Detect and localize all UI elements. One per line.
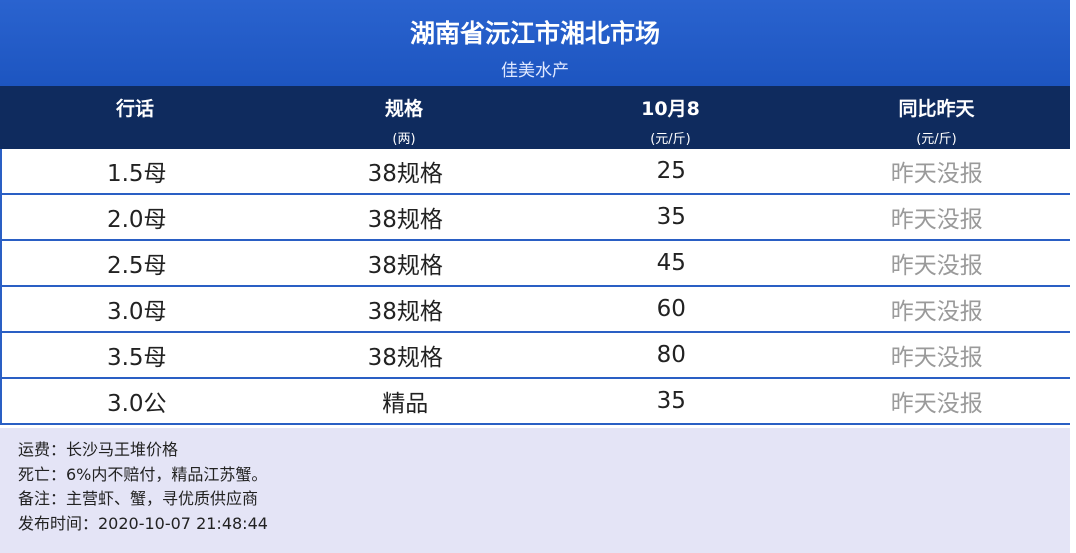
table-cell: 60 [656, 296, 686, 322]
table-body: 1.5母 38规格 25 昨天没报 2.0母 38规格 35 昨天没报 2.5母 38规格 45 昨天… [0, 149, 1070, 425]
table-cell: 3.5母 [106, 345, 167, 371]
table-cell: 昨天没报 [890, 207, 983, 233]
header: 湖南省沅江市湘北市场 佳美水产 [0, 0, 1070, 86]
table-cell: 3.0公 [106, 391, 167, 417]
column-unit: (元/斤) [650, 132, 691, 147]
table-cell: 35 [656, 204, 686, 230]
table-row: 3.0公 精品 35 昨天没报 [2, 379, 1070, 425]
column-header: 规格 (两) [270, 86, 538, 149]
table-cell: 精品 [382, 391, 429, 417]
table-cell: 35 [656, 388, 686, 414]
column-header: 同比昨天 (元/斤) [803, 86, 1070, 149]
table-cell: 2.0母 [106, 207, 167, 233]
table-row: 2.5母 38规格 45 昨天没报 [2, 241, 1070, 287]
column-label: 10月8 [641, 98, 700, 120]
column-label: 行话 [115, 98, 154, 120]
title: 湖南省沅江市湘北市场 [409, 19, 660, 48]
column-label: 同比昨天 [898, 98, 975, 120]
table-cell: 2.5母 [106, 253, 167, 279]
table-cell: 80 [656, 342, 686, 368]
column-header: 行话 [0, 86, 270, 149]
table-row: 1.5母 38规格 25 昨天没报 [2, 149, 1070, 195]
note-line: 备注：主营虾、蟹，寻优质供应商 [18, 489, 259, 508]
table-cell: 38规格 [367, 253, 443, 279]
column-headers: 行话 规格 (两) 10月8 (元/斤) 同比昨天 (元/斤) [0, 86, 1070, 149]
table-cell: 昨天没报 [890, 345, 983, 371]
note-line: 发布时间：2020-10-07 21:48:44 [18, 513, 268, 533]
table-cell: 昨天没报 [890, 391, 983, 417]
note-line: 死亡：6%内不赔付，精品江苏蟹。 [18, 464, 268, 484]
table-row: 3.5母 38规格 80 昨天没报 [2, 333, 1070, 379]
table-cell: 38规格 [367, 161, 443, 187]
table-row: 2.0母 38规格 35 昨天没报 [2, 195, 1070, 241]
notes: 运费：长沙马王堆价格死亡：6%内不赔付，精品江苏蟹。 备注：主营虾、蟹，寻优质供应… [0, 428, 1070, 553]
table-row: 3.0母 38规格 60 昨天没报 [2, 287, 1070, 333]
table-cell: 昨天没报 [890, 161, 983, 187]
table-cell: 38规格 [367, 299, 443, 325]
column-unit: (元/斤) [916, 132, 957, 147]
table-cell: 昨天没报 [890, 253, 983, 279]
subtitle: 佳美水产 [501, 61, 569, 81]
table-cell: 3.0母 [106, 299, 167, 325]
table-cell: 25 [656, 158, 686, 184]
table-cell: 1.5母 [106, 161, 167, 187]
column-header: 10月8 (元/斤) [538, 86, 803, 149]
column-unit: (两) [392, 132, 416, 147]
note-line: 运费：长沙马王堆价格 [18, 440, 179, 459]
table-cell: 38规格 [367, 207, 443, 233]
table-cell: 45 [656, 250, 686, 276]
column-label: 规格 [384, 98, 423, 120]
table-cell: 38规格 [367, 345, 443, 371]
table-cell: 昨天没报 [890, 299, 983, 325]
